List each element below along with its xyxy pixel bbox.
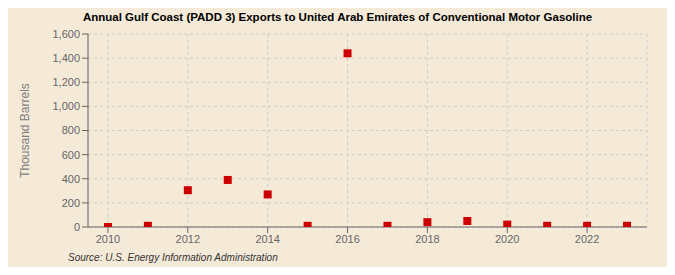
- svg-text:2018: 2018: [415, 233, 439, 245]
- svg-text:1,000: 1,000: [52, 100, 80, 112]
- svg-text:2014: 2014: [255, 233, 279, 245]
- svg-text:1,600: 1,600: [52, 28, 80, 40]
- html-text:Source: U.S. Energy Informatio: Source: U.S. Energy Information Administ…: [68, 252, 278, 263]
- html-text:Annual Gulf Coast (PADD 3) Exp: Annual Gulf Coast (PADD 3) Exports to Un…: [82, 11, 593, 23]
- svg-text:200: 200: [62, 197, 80, 209]
- svg-text:2020: 2020: [495, 233, 519, 245]
- svg-text:400: 400: [62, 173, 80, 185]
- svg-text:1,200: 1,200: [52, 76, 80, 88]
- svg-text:2022: 2022: [575, 233, 599, 245]
- svg-text:600: 600: [62, 149, 80, 161]
- svg-text:800: 800: [62, 124, 80, 136]
- svg-text:0: 0: [74, 221, 80, 233]
- svg-text:Thousand Barrels: Thousand Barrels: [18, 83, 32, 178]
- svg-text:2012: 2012: [176, 233, 200, 245]
- svg-text:1,400: 1,400: [52, 52, 80, 64]
- svg-text:2016: 2016: [335, 233, 359, 245]
- svg-text:2010: 2010: [96, 233, 120, 245]
